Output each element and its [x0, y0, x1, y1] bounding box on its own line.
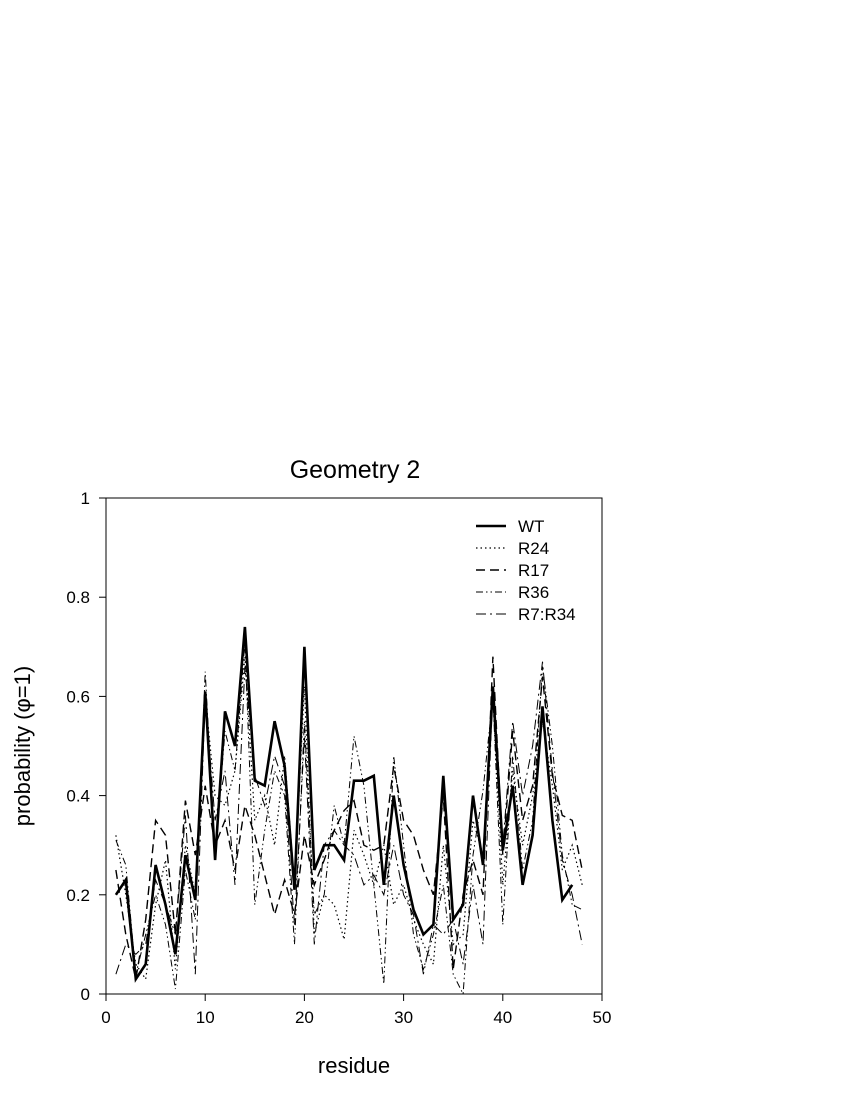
y-axis-label: probability (φ=1) [10, 666, 35, 826]
x-tick-label: 30 [394, 1008, 413, 1027]
legend-label: R36 [518, 583, 549, 602]
y-tick-label: 0 [81, 985, 90, 1004]
x-tick-label: 20 [295, 1008, 314, 1027]
x-axis: 0 10 20 30 40 50 [101, 994, 611, 1027]
legend-label: R7:R34 [518, 605, 576, 624]
series-line-r17 [115, 656, 583, 980]
plot-frame [105, 497, 603, 995]
x-tick-label: 50 [593, 1008, 612, 1027]
series-line-r7-r34 [115, 661, 583, 975]
legend-label: R17 [518, 561, 549, 580]
chart-title: Geometry 2 [290, 456, 421, 484]
legend: WT R24 R17 R36 R7:R34 [476, 517, 576, 624]
y-tick-label: 0.6 [66, 687, 90, 706]
x-tick-label: 0 [101, 1008, 110, 1027]
series-line-r24 [115, 656, 583, 981]
series-line-r36 [115, 641, 583, 996]
y-tick-label: 1 [81, 489, 90, 508]
x-axis-label: residue [318, 1053, 390, 1078]
legend-label: WT [518, 517, 544, 536]
y-tick-label: 0.2 [66, 886, 90, 905]
x-tick-label: 10 [196, 1008, 215, 1027]
y-tick-label: 0.8 [66, 588, 90, 607]
legend-label: R24 [518, 539, 549, 558]
series-layer [114, 626, 583, 996]
y-tick-label: 0.4 [66, 787, 90, 806]
series-line-wt [114, 626, 574, 983]
y-axis: 0 0.2 0.4 0.6 0.8 1 [66, 489, 106, 1004]
x-tick-label: 40 [493, 1008, 512, 1027]
